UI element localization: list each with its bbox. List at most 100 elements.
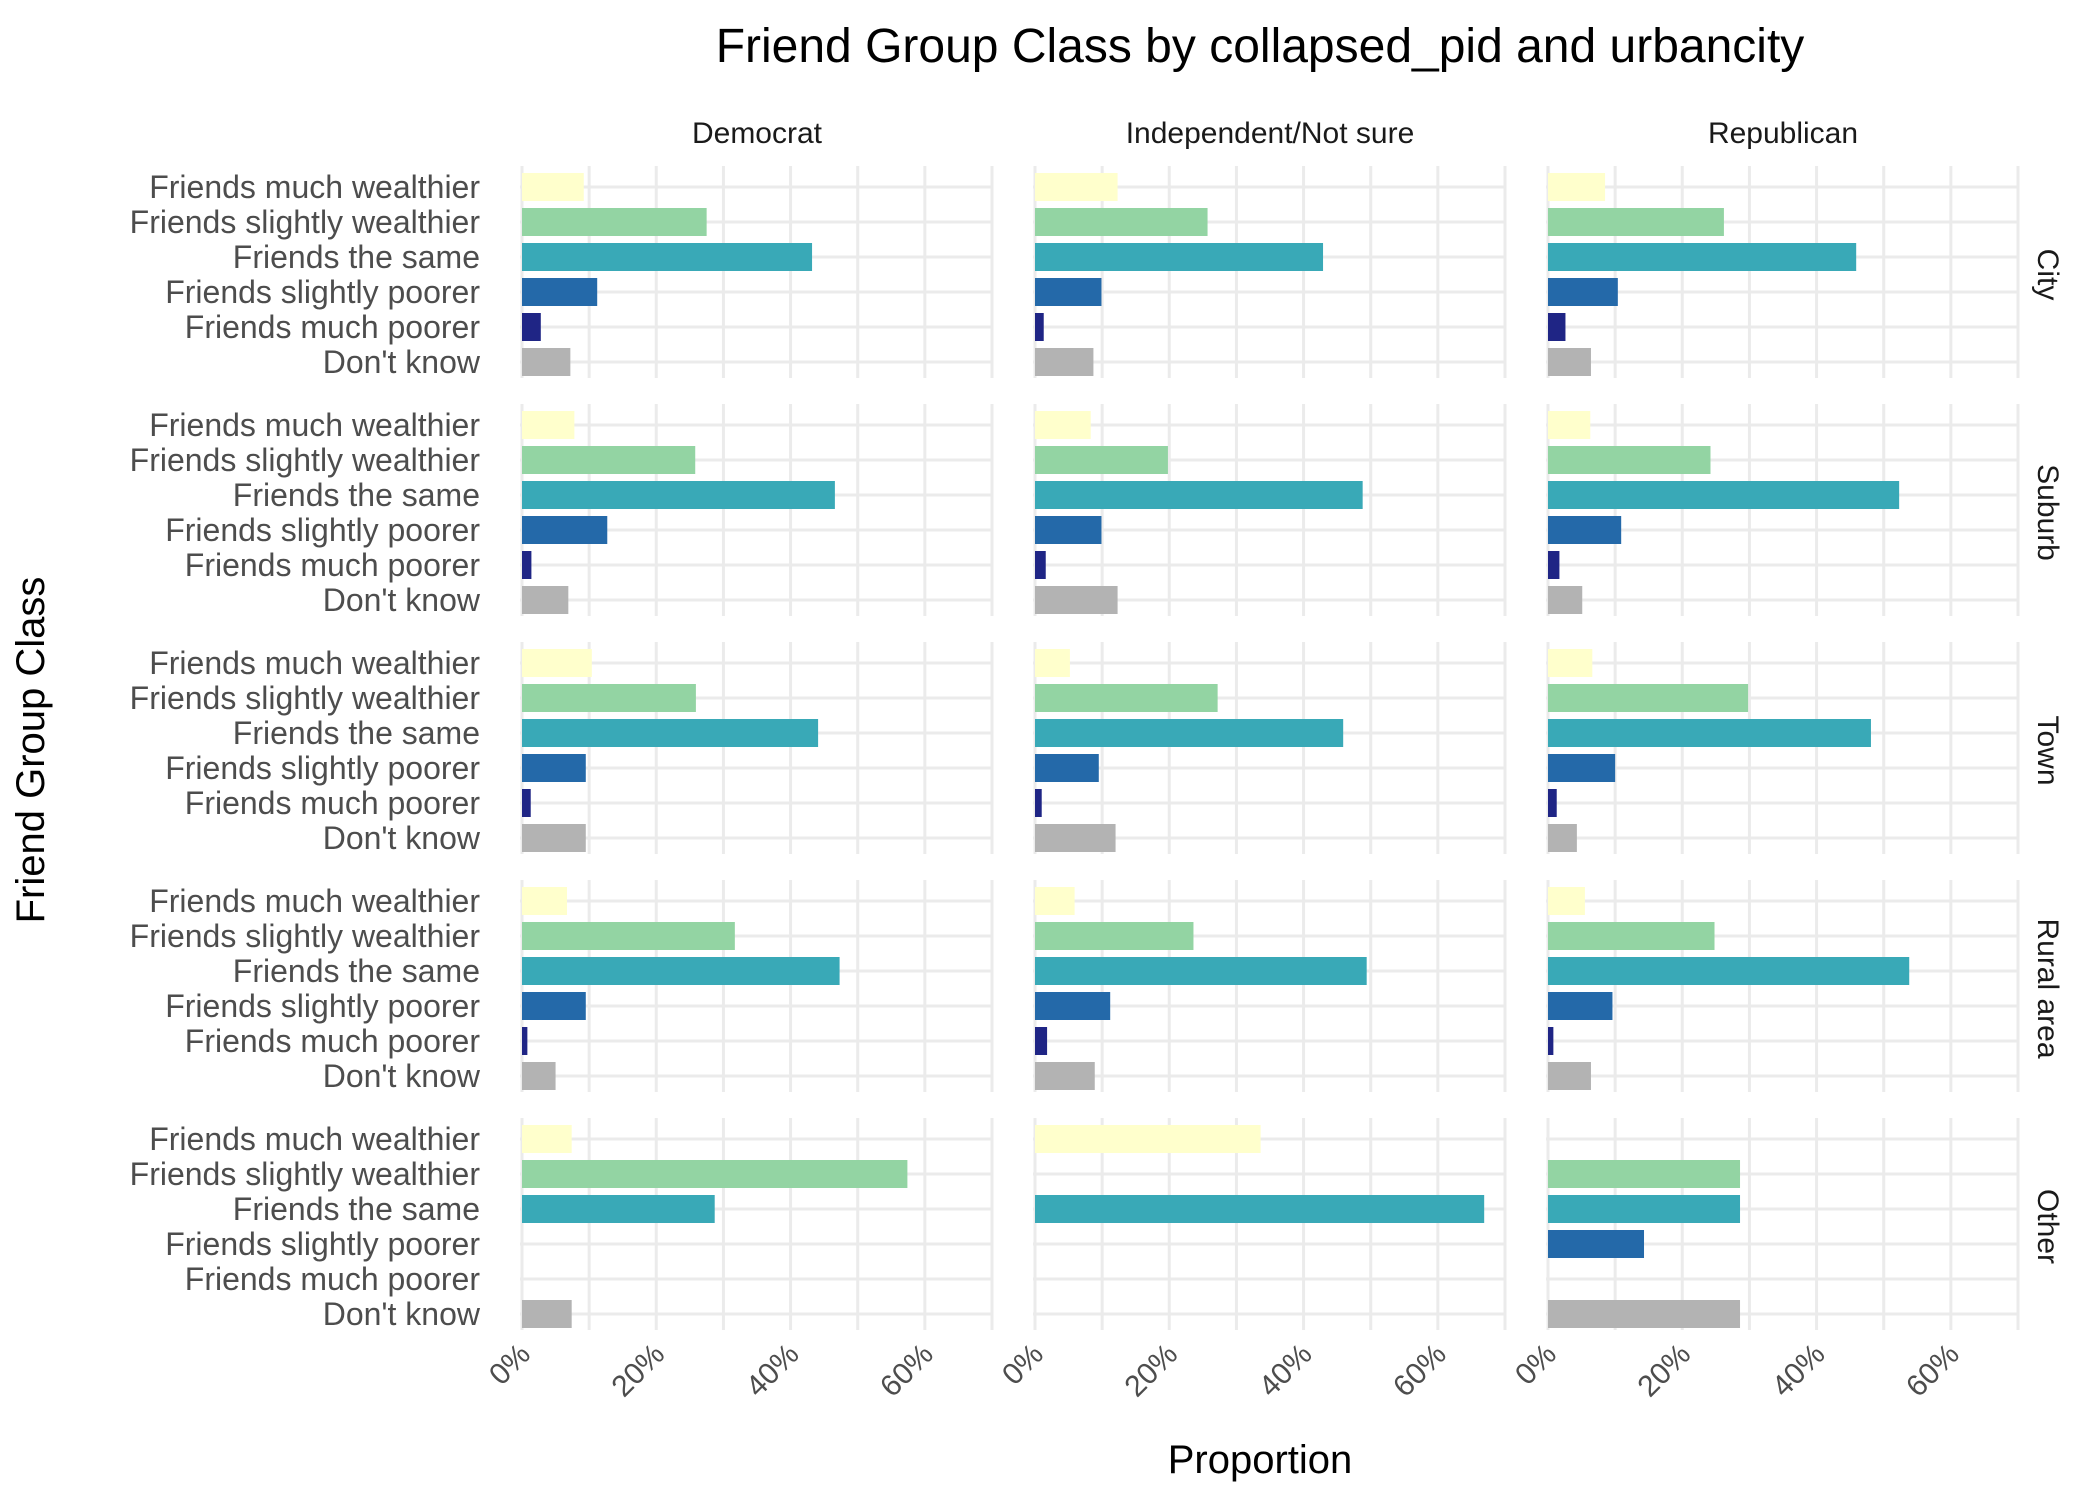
bar [1548,1230,1645,1258]
row-strip-label: Town [2031,715,2064,785]
bar [522,1300,572,1328]
bar [1035,887,1075,915]
bar [522,992,586,1020]
panel [1546,1118,2020,1330]
bar [1035,1125,1261,1153]
column-strip-labels: Democrat Independent/Not sure Republican [692,117,1858,150]
bar [522,789,531,817]
y-tick-label: Friends much wealthier [149,645,480,681]
bar [522,754,586,782]
x-tick-label: 0% [1509,1338,1563,1392]
bar [1035,922,1194,950]
y-tick-label: Friends much wealthier [149,169,480,205]
bar [1548,313,1566,341]
bar [1035,173,1118,201]
x-tick-label: 0% [483,1338,537,1392]
column-strip-label: Democrat [692,117,823,150]
bar [1548,1062,1591,1090]
bar [1548,278,1618,306]
column-strip-label: Republican [1708,117,1858,150]
y-tick-label: Friends slightly poorer [165,512,480,548]
bar [522,516,608,544]
x-tick-label: 0% [996,1338,1050,1392]
bar [1548,411,1591,439]
bar [522,957,840,985]
y-tick-label: Friends slightly poorer [165,750,480,786]
bar [522,551,532,579]
y-tick-label: Don't know [323,820,481,856]
panel [520,404,994,616]
panel [1546,404,2020,616]
bar [522,173,584,201]
y-axis-title: Friend Group Class [9,577,53,924]
bar [522,348,571,376]
y-tick-label: Don't know [323,582,481,618]
y-tick-label: Friends much poorer [185,1261,481,1297]
bar [1035,586,1118,614]
panel [1033,166,1507,378]
panel [1033,880,1507,1092]
y-tick-labels: Friends much wealthier Friends slightly w… [130,169,481,1332]
x-tick-label: 40% [1253,1338,1319,1404]
bar [522,1125,572,1153]
bar [1035,278,1102,306]
y-tick-label: Friends slightly wealthier [130,918,481,954]
panel [1033,404,1507,616]
y-tick-label: Friends much wealthier [149,407,480,443]
y-tick-label: Friends the same [233,239,480,275]
y-tick-label: Friends slightly poorer [165,1226,480,1262]
bar [1548,551,1560,579]
bar [1548,1160,1741,1188]
x-tick-label: 40% [1766,1338,1832,1404]
y-tick-label: Friends the same [233,715,480,751]
bar [1548,481,1900,509]
y-tick-label: Don't know [323,344,481,380]
bar [1035,243,1324,271]
bar [1548,348,1591,376]
x-tick-label: 60% [874,1338,940,1404]
bar [522,1195,715,1223]
x-tick-label: 20% [1631,1338,1697,1404]
bar [522,824,586,852]
bar [1035,411,1091,439]
bar [1548,1195,1741,1223]
y-tick-label: Friends much poorer [185,1023,481,1059]
panel [1033,1118,1507,1330]
bar [1035,992,1111,1020]
row-strip-label: Other [2031,1189,2064,1264]
bar [1035,824,1116,852]
bar [1035,313,1044,341]
bar [522,1027,528,1055]
panel [1546,642,2020,854]
bar [1548,586,1583,614]
row-strip-labels: City Suburb Town Rural area Other [2031,249,2064,1264]
bar [522,649,592,677]
bar [1035,957,1367,985]
y-tick-label: Don't know [323,1296,481,1332]
bar [522,1062,556,1090]
y-tick-label: Friends much poorer [185,547,481,583]
x-tick-label: 60% [1387,1338,1453,1404]
bar [1548,1300,1741,1328]
bar [1035,551,1046,579]
y-tick-label: Friends slightly poorer [165,274,480,310]
bar [522,719,819,747]
bar [1548,824,1577,852]
bar [1035,208,1208,236]
bar [1548,516,1622,544]
x-tick-label: 40% [740,1338,806,1404]
bar [1548,992,1613,1020]
y-tick-label: Friends slightly wealthier [130,1156,481,1192]
bar [1548,887,1585,915]
bar [522,481,835,509]
chart-title: Friend Group Class by collapsed_pid and … [716,20,1805,73]
panels-layer [520,166,2020,1330]
x-tick-label: 20% [1118,1338,1184,1404]
bar [1035,1027,1048,1055]
bar [1035,1062,1095,1090]
bar [522,208,707,236]
row-strip-label: Rural area [2031,918,2064,1058]
bar [522,887,567,915]
bar [1035,719,1344,747]
x-axis-title: Proportion [1168,1438,1353,1482]
